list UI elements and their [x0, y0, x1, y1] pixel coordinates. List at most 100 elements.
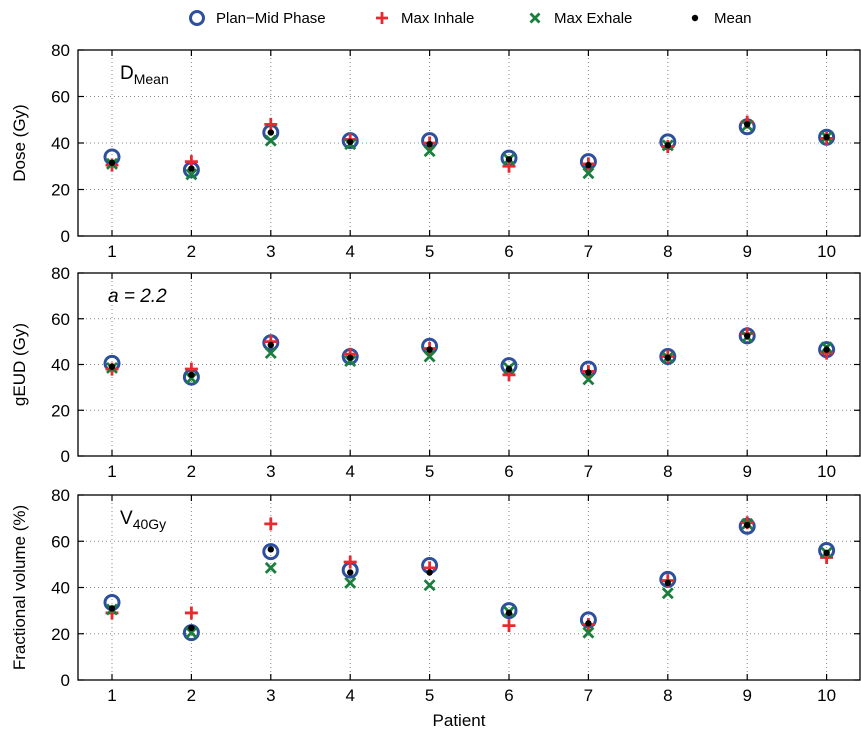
y-tick-label: 60 — [51, 88, 70, 107]
marker-circle — [500, 602, 518, 620]
x-tick-label: 10 — [817, 242, 836, 261]
legend-item-plan-mid-phase: Plan−Mid Phase — [186, 8, 326, 28]
panel-annotation: DMean — [120, 63, 169, 87]
y-tick-label: 20 — [51, 181, 70, 200]
dot-icon — [684, 8, 706, 28]
marker-dot — [664, 579, 671, 587]
x-tick-label: 3 — [266, 462, 275, 481]
y-tick-label: 0 — [61, 671, 70, 690]
annotation-main: V — [120, 508, 133, 529]
panel-v40: 0 20 40 60 80 1 2 3 4 5 6 7 8 9 10 Fractional volume (%… — [10, 486, 861, 730]
plus-icon — [371, 8, 393, 28]
y-axis-label: gEUD (Gy) — [10, 323, 29, 406]
y-axis-label: Fractional volume (%) — [10, 505, 29, 670]
x-tick-label: 7 — [584, 242, 593, 261]
marker-dot — [347, 354, 354, 361]
marker-cross — [423, 350, 436, 363]
marker-cross — [582, 167, 595, 180]
legend: Plan−Mid Phase Max Inhale Max Exhale Mea… — [0, 0, 861, 36]
marker-cross — [423, 579, 436, 592]
marker-dot — [188, 624, 195, 632]
x-tick-label: 10 — [817, 462, 836, 481]
marker-dot — [426, 346, 433, 353]
marker-dot — [188, 371, 195, 378]
marker-dot — [823, 133, 830, 141]
marker-dot — [188, 165, 195, 172]
annotation-subscript: Mean — [134, 71, 169, 87]
x-tick-label: 3 — [266, 686, 275, 705]
x-axis-label: Patient — [433, 711, 486, 730]
x-tick-label: 4 — [345, 462, 354, 481]
marker-dot — [664, 354, 671, 361]
marker-dot — [426, 569, 433, 576]
marker-circle — [262, 543, 280, 561]
marker-dot — [585, 369, 592, 376]
y-tick-label: 80 — [51, 41, 70, 60]
marker-dot — [664, 142, 671, 149]
x-tick-label: 2 — [187, 686, 196, 705]
panel-dmean: 0 20 40 60 80 1 2 3 4 5 6 7 8 9 10 Dose (Gy) DMean — [10, 41, 861, 261]
panel-annotation: V40Gy — [120, 508, 166, 532]
x-tick-label: 7 — [584, 462, 593, 481]
marker-cross — [264, 134, 277, 147]
marker-dot — [108, 363, 116, 370]
x-tick-label: 8 — [663, 686, 672, 705]
y-tick-label: 0 — [61, 227, 70, 246]
x-tick-label: 1 — [107, 242, 116, 261]
marker-dot — [108, 159, 116, 166]
marker-cross — [185, 168, 198, 181]
x-tick-label: 6 — [504, 462, 513, 481]
legend-label: Plan−Mid Phase — [216, 9, 326, 27]
marker-dot — [347, 138, 354, 146]
annotation-main: a = 2.2 — [108, 286, 167, 307]
legend-item-max-exhale: Max Exhale — [524, 8, 632, 28]
x-tick-label: 9 — [742, 686, 751, 705]
y-tick-label: 40 — [51, 134, 70, 153]
y-tick-label: 60 — [51, 310, 70, 329]
y-tick-label: 80 — [51, 264, 70, 283]
marker-dot — [585, 620, 592, 627]
x-tick-label: 9 — [742, 462, 751, 481]
y-tick-label: 40 — [51, 356, 70, 375]
y-tick-label: 20 — [51, 625, 70, 644]
marker-cross — [661, 587, 674, 600]
legend-item-max-inhale: Max Inhale — [371, 8, 474, 28]
y-tick-label: 60 — [51, 532, 70, 551]
legend-label: Mean — [714, 9, 752, 27]
marker-plus — [343, 555, 357, 569]
marker-cross — [582, 373, 595, 386]
marker-dot — [347, 569, 354, 576]
open-circle-icon — [186, 8, 208, 28]
x-tick-label: 1 — [107, 462, 116, 481]
panel-geud: 0 20 40 60 80 1 2 3 4 5 6 7 8 9 10 gEUD (Gy) a = 2.2 — [10, 264, 861, 481]
x-tick-label: 7 — [584, 686, 593, 705]
legend-label: Max Inhale — [401, 9, 475, 27]
x-tick-label: 3 — [266, 242, 275, 261]
y-axis-label: Dose (Gy) — [10, 104, 29, 181]
marker-dot — [505, 156, 513, 163]
marker-plus — [264, 517, 278, 531]
marker-dot — [108, 605, 116, 612]
y-tick-label: 20 — [51, 401, 70, 420]
marker-cross — [264, 347, 277, 360]
marker-dot — [744, 521, 751, 529]
cross-icon — [524, 8, 546, 28]
marker-dot — [823, 346, 830, 353]
legend-label: Max Exhale — [554, 9, 633, 27]
marker-dot — [267, 546, 274, 553]
marker-cross — [423, 145, 436, 158]
marker-plus — [502, 619, 516, 633]
panel-annotation: a = 2.2 — [108, 286, 167, 307]
marker-plus — [184, 606, 198, 620]
x-tick-label: 6 — [504, 242, 513, 261]
marker-dot — [744, 332, 751, 340]
y-tick-label: 0 — [61, 447, 70, 466]
marker-plus — [264, 117, 278, 131]
marker-dot — [267, 341, 274, 349]
marker-cross — [344, 576, 357, 589]
x-tick-label: 2 — [187, 462, 196, 481]
marker-circle — [659, 347, 677, 365]
marker-dot — [426, 140, 433, 148]
x-tick-label: 2 — [187, 242, 196, 261]
